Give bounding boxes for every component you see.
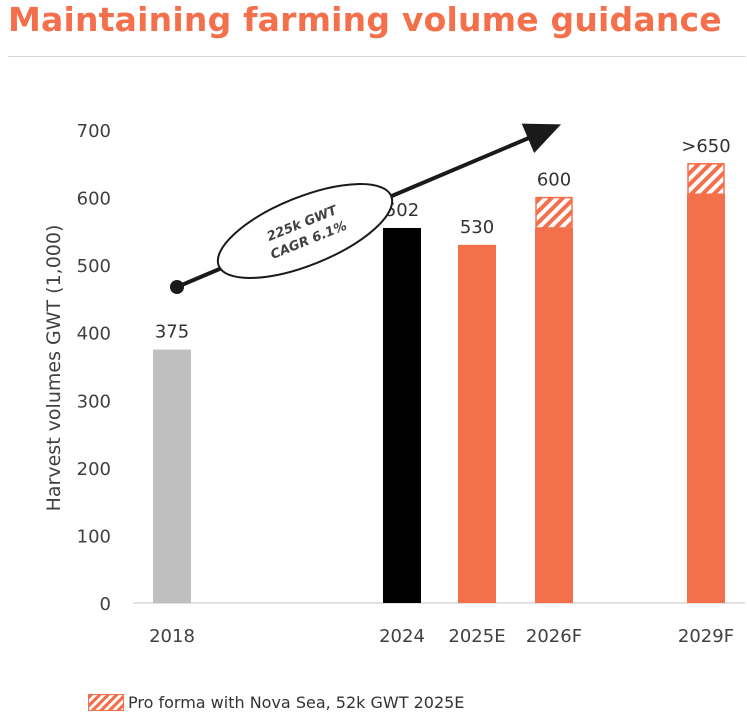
y-tick-label: 100 [77, 526, 111, 547]
cagr-annotation: 225k GWT CAGR 6.1% [170, 123, 562, 294]
data-label: 375 [155, 322, 189, 343]
page-title: Maintaining farming volume guidance [8, 0, 722, 39]
x-tick-label: 2029F [678, 626, 734, 647]
y-tick-label: 0 [100, 594, 111, 615]
data-label: >650 [681, 136, 730, 157]
x-tick-label: 2018 [149, 626, 195, 647]
legend-label: Pro forma with Nova Sea, 52k GWT 2025E [128, 692, 465, 712]
x-tick-label: 2026F [526, 626, 582, 647]
growth-arrow-start-dot [170, 280, 184, 294]
bar-2029F [687, 194, 725, 603]
bar-2024 [383, 227, 421, 603]
data-label: 502 [385, 200, 419, 221]
y-tick-label: 500 [77, 256, 111, 277]
y-tick-label: 700 [77, 121, 111, 142]
bar-2018 [153, 349, 191, 603]
bar-2026F [535, 227, 573, 603]
bar-pro-forma-2029F [687, 163, 725, 195]
bar-pro-forma-2026F [535, 196, 573, 229]
data-label: 600 [537, 170, 571, 191]
x-tick-label: 2024 [379, 626, 425, 647]
y-tick-label: 600 [77, 189, 111, 210]
title-divider [8, 56, 746, 57]
chart-legend: Pro forma with Nova Sea, 52k GWT 2025E [88, 690, 464, 714]
legend-swatch-hatched [88, 693, 124, 711]
y-axis-label: Harvest volumes GWT (1,000) [43, 225, 65, 512]
y-tick-label: 300 [77, 391, 111, 412]
bar-2025E [458, 244, 496, 603]
cagr-ellipse [216, 183, 394, 279]
y-tick-label: 400 [77, 324, 111, 345]
x-tick-label: 2025E [448, 626, 505, 647]
data-label: 530 [460, 217, 494, 238]
y-tick-label: 200 [77, 459, 111, 480]
